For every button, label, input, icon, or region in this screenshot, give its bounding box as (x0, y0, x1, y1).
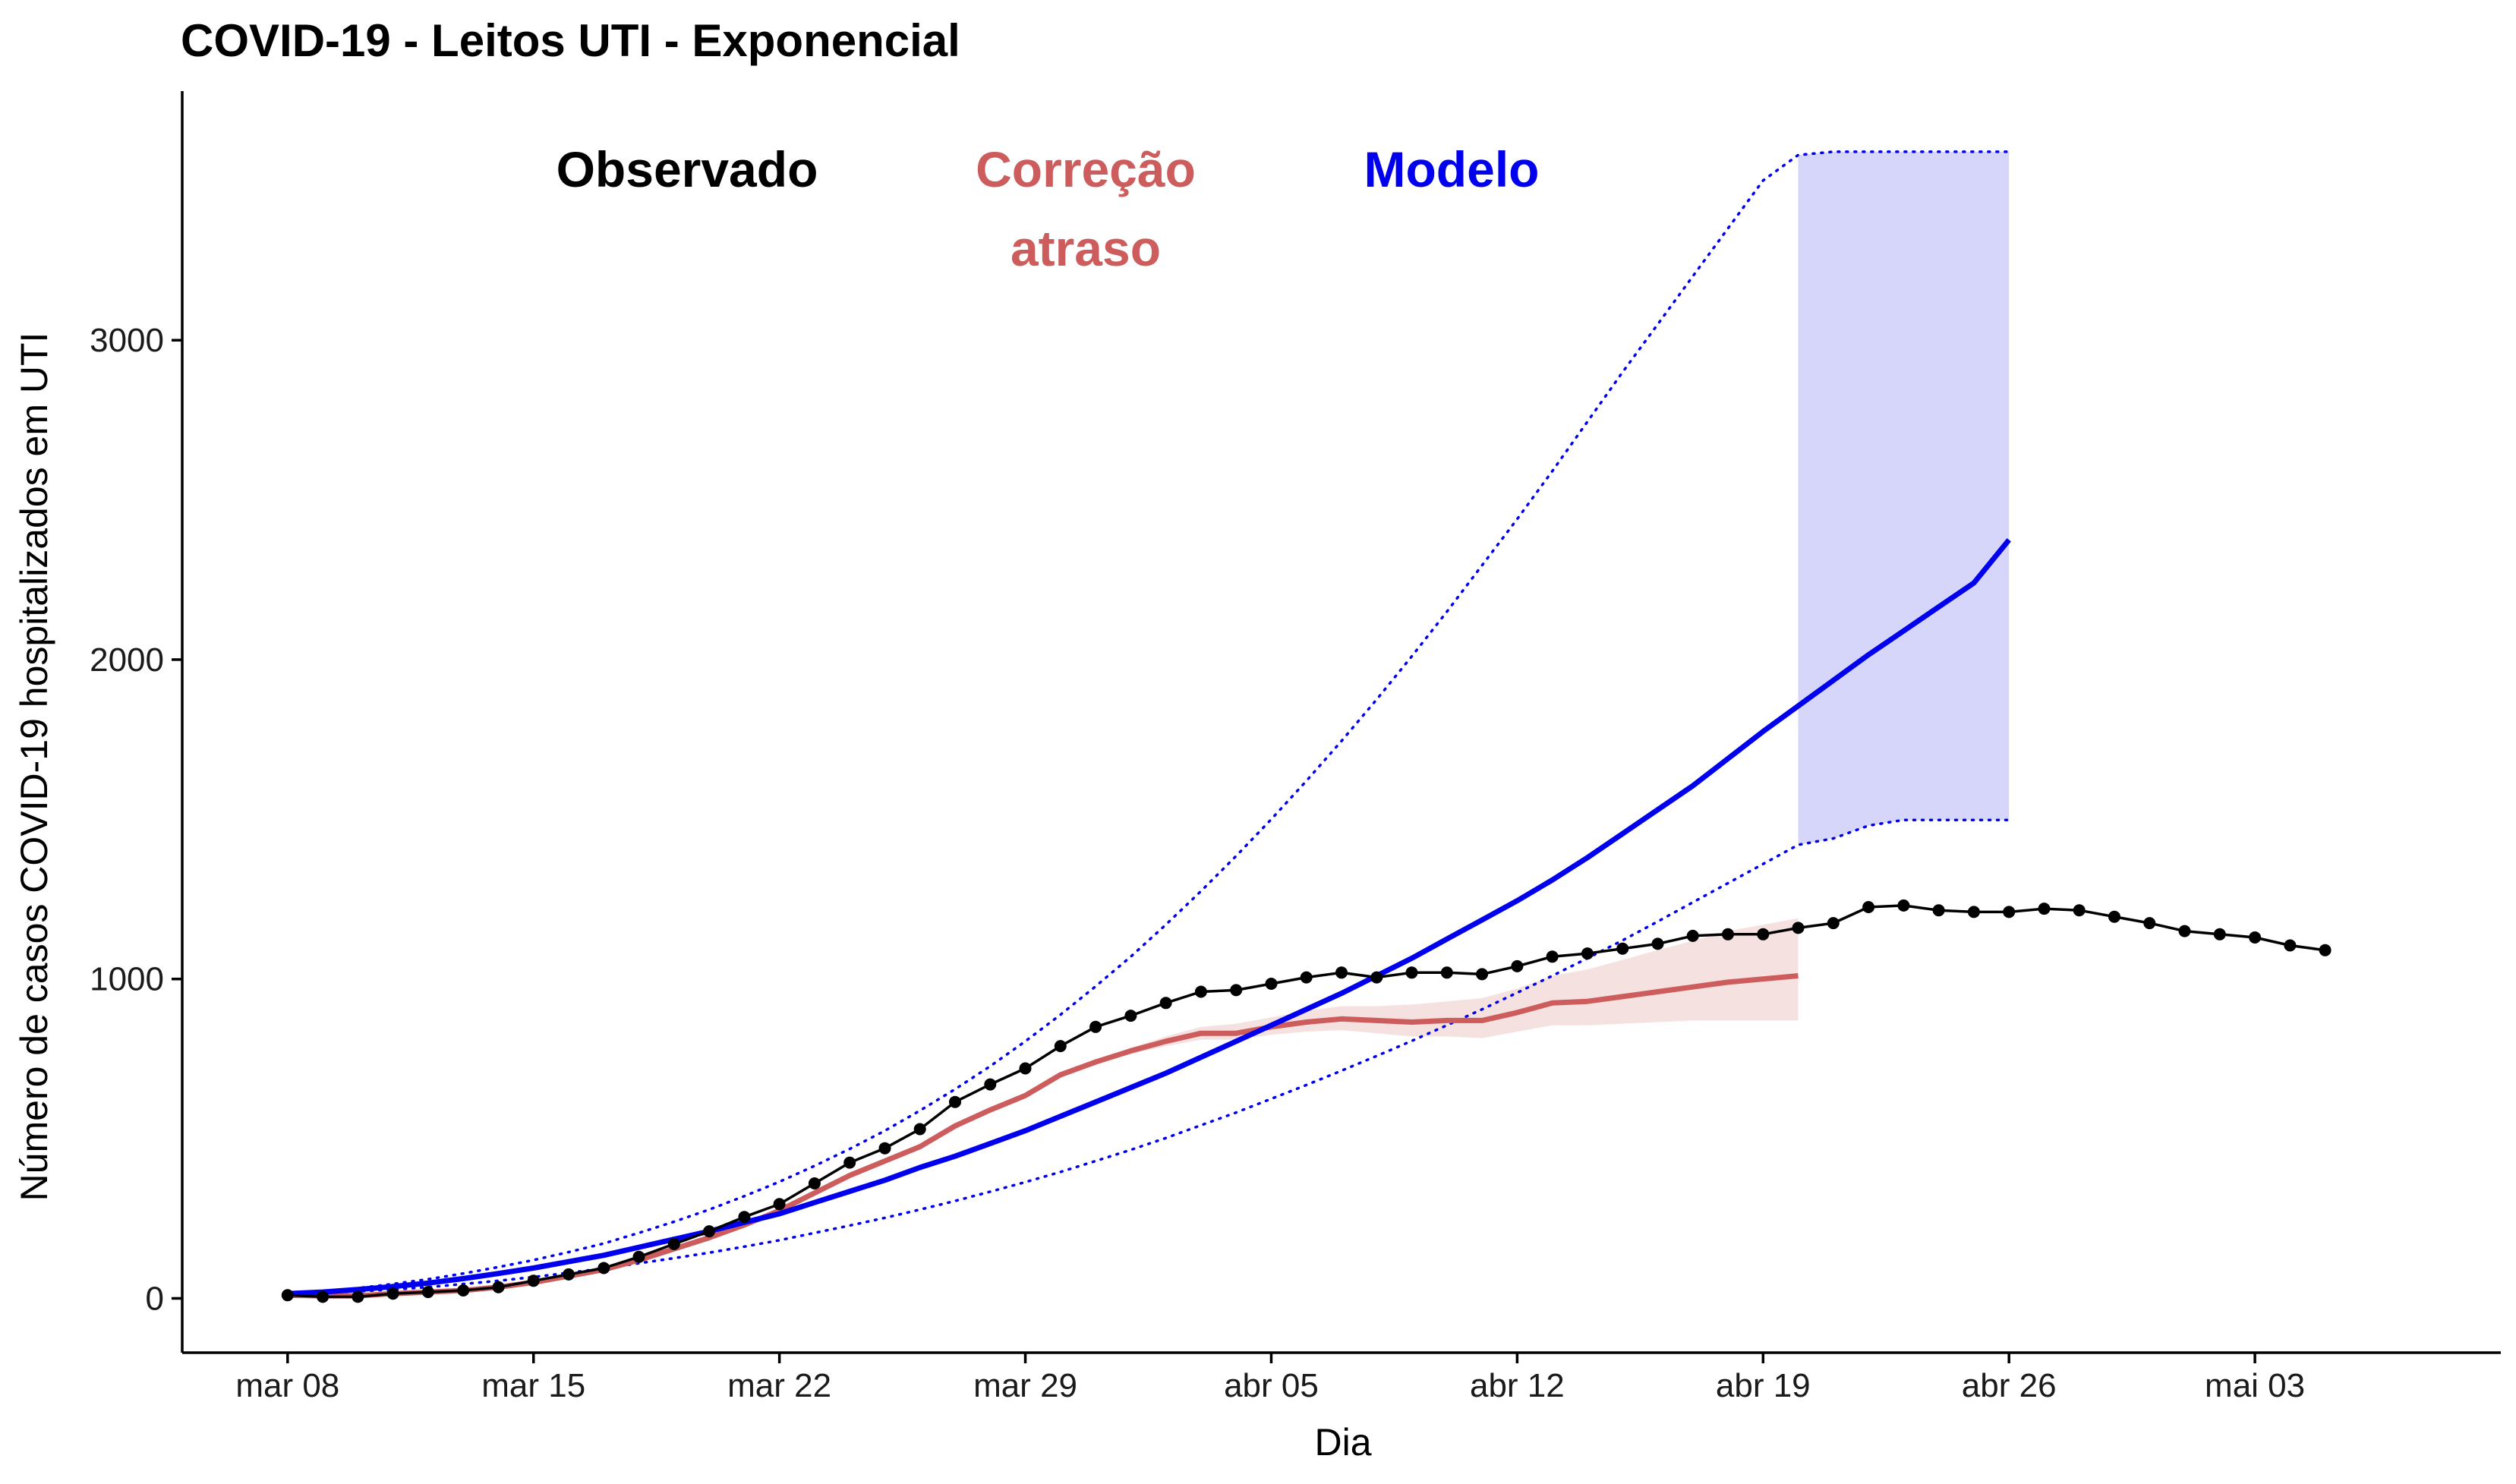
observado-point (878, 1142, 891, 1155)
observado-point (563, 1268, 575, 1281)
x-axis-label: Dia (1314, 1421, 1371, 1464)
observado-point (2143, 917, 2156, 930)
y-tick-label: 0 (146, 1280, 164, 1317)
observado-point (667, 1237, 680, 1250)
observado-point (984, 1078, 997, 1091)
observado-point (492, 1281, 505, 1293)
observado-point (2178, 925, 2191, 937)
observado-point (352, 1290, 364, 1303)
annotation-modelo: Modelo (1364, 141, 1540, 197)
x-tick-label: mar 08 (235, 1367, 339, 1404)
observado-point (2213, 928, 2226, 940)
observado-point (1757, 928, 1770, 940)
observado-point (1792, 922, 1805, 934)
uncertainty-bands (287, 151, 2010, 1297)
observado-point (2038, 903, 2051, 915)
modelo-upper-bound (286, 150, 2010, 1295)
observado-point (1335, 966, 1348, 979)
correcao-band (287, 918, 1799, 1297)
observado-point (386, 1287, 399, 1300)
observado-point (2073, 904, 2086, 917)
observado-point (1651, 937, 1664, 950)
annotation-observado: Observado (556, 141, 818, 197)
y-axis-label: Número de casos COVID-19 hospitalizados … (13, 332, 55, 1202)
observado-point (1686, 929, 1699, 942)
annotation-correcao-line2: atraso (1010, 220, 1161, 276)
observed-points (281, 899, 2332, 1303)
x-ticks: mar 08 mar 15 mar 22 mar 29 abr 05 abr 12 abr … (235, 1353, 2305, 1404)
observado-point (1159, 997, 1172, 1010)
observado-point (1300, 971, 1313, 984)
observado-point (597, 1262, 610, 1274)
observado-point (1932, 904, 1945, 917)
x-tick-label: abr 26 (1962, 1367, 2057, 1404)
observado-point (949, 1095, 961, 1108)
x-tick-label: mar 22 (727, 1367, 831, 1404)
observado-point (2284, 939, 2297, 952)
observado-point (1265, 978, 1278, 990)
y-tick-label: 1000 (90, 961, 164, 998)
observado-point (1124, 1010, 1137, 1022)
observado-point (1967, 906, 1980, 918)
x-tick-label: abr 05 (1224, 1367, 1319, 1404)
observado-line (287, 904, 2325, 1299)
observado-point (1511, 959, 1524, 972)
observado-point (913, 1123, 926, 1136)
x-tick-label: mar 29 (973, 1367, 1077, 1404)
observado-point (843, 1156, 856, 1169)
observado-point (1862, 901, 1875, 913)
y-tick-label: 2000 (90, 641, 164, 679)
x-tick-label: mai 03 (2205, 1367, 2305, 1404)
observado-point (1230, 984, 1243, 997)
observado-point (1897, 899, 1910, 912)
observado-point (808, 1177, 821, 1189)
observado-point (1089, 1020, 1102, 1033)
observado-point (1722, 928, 1734, 940)
observado-point (1440, 966, 1453, 979)
observado-point (1194, 985, 1207, 998)
modelo-band (1798, 151, 2010, 845)
y-tick-label: 3000 (90, 322, 164, 359)
x-tick-label: abr 19 (1716, 1367, 1811, 1404)
observado-point (457, 1284, 470, 1297)
modelo-lower-bound (286, 818, 2010, 1295)
observado-point (527, 1274, 540, 1287)
observado-point (317, 1290, 329, 1303)
y-ticks: 0 1000 2000 3000 (90, 322, 182, 1317)
observado-point (632, 1250, 645, 1263)
observado-point (2108, 910, 2120, 923)
observado-point (738, 1211, 751, 1224)
x-tick-label: mar 15 (481, 1367, 585, 1404)
observado-point (1054, 1040, 1067, 1053)
observado-point (1581, 947, 1594, 960)
observado-point (1019, 1062, 1032, 1075)
observado-point (703, 1225, 716, 1238)
observado-point (2319, 944, 2332, 956)
observado-point (2249, 931, 2262, 944)
observado-point (1827, 917, 1840, 930)
observado-point (1616, 942, 1629, 955)
observado-point (1405, 966, 1418, 979)
modelo-line (287, 537, 2011, 1297)
x-tick-label: abr 12 (1470, 1367, 1565, 1404)
observado-point (773, 1198, 786, 1211)
observado-point (281, 1289, 294, 1302)
observado-point (1476, 968, 1489, 981)
series-lines (286, 150, 2325, 1299)
axes (181, 91, 2501, 1354)
observado-point (1546, 950, 1559, 963)
annotation-correcao-line1: Correção (976, 141, 1196, 197)
observado-point (1370, 971, 1383, 984)
chart-title: COVID-19 - Leitos UTI - Exponencial (181, 15, 960, 66)
observado-point (2003, 906, 2016, 918)
observado-point (421, 1286, 434, 1299)
